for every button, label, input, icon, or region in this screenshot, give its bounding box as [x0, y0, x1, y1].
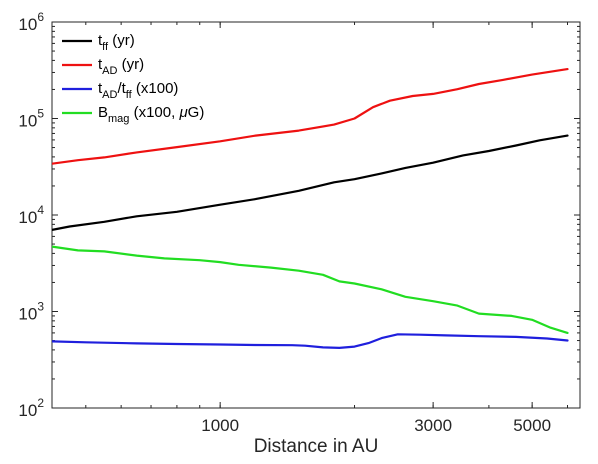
series-line-t_AD — [52, 67, 569, 165]
y-tick-label: 105 — [18, 107, 44, 131]
legend-text-part: AD — [102, 65, 117, 77]
legend-text-part: ff — [126, 89, 133, 101]
y-tick-base: 10 — [18, 208, 37, 227]
y-tick-base: 10 — [18, 305, 37, 324]
legend-text-part: (yr) — [117, 56, 144, 73]
x-tick-label: 5000 — [513, 416, 551, 435]
legend-text-part: mag — [108, 113, 129, 125]
series-line-B_mag — [52, 245, 569, 334]
y-tick-label: 103 — [18, 300, 44, 324]
y-tick-exponent: 6 — [37, 10, 44, 24]
series-line-t_ff — [52, 134, 569, 231]
legend-text-part: AD — [102, 89, 117, 101]
legend-label-t_AD_over_t_ff: tAD/tff (x100) — [98, 80, 178, 101]
legend-text-part: (x100) — [132, 80, 179, 97]
legend-text-part: (x100, — [129, 104, 179, 121]
legend-label-t_ff: tff (yr) — [98, 32, 135, 53]
legend-text-part: t — [98, 32, 103, 49]
legend-text-part: μ — [178, 104, 187, 121]
x-axis-label: Distance in AU — [254, 436, 379, 457]
y-tick-base: 10 — [18, 15, 37, 34]
x-tick-label: 3000 — [414, 416, 452, 435]
legend-text-part: /t — [117, 80, 126, 97]
y-tick-exponent: 5 — [37, 107, 44, 121]
legend-label-B_mag: Bmag (x100, μG) — [98, 104, 204, 125]
y-tick-label: 102 — [18, 396, 44, 420]
x-tick-label: 1000 — [201, 416, 239, 435]
y-tick-label: 104 — [18, 203, 44, 227]
y-tick-exponent: 4 — [37, 203, 44, 217]
legend-text-part: (yr) — [108, 32, 135, 49]
legend-text-part: t — [98, 56, 103, 73]
y-tick-exponent: 2 — [37, 396, 44, 410]
y-tick-base: 10 — [18, 112, 37, 131]
legend-text-part: G) — [188, 104, 205, 121]
y-tick-label: 106 — [18, 10, 44, 34]
legend-text-part: t — [98, 80, 103, 97]
series-line-t_AD_over_t_ff — [52, 333, 569, 349]
y-tick-exponent: 3 — [37, 300, 44, 314]
y-tick-base: 10 — [18, 401, 37, 420]
legend-text-part: ff — [102, 41, 109, 53]
legend-text-part: B — [98, 104, 108, 121]
legend-label-t_AD: tAD (yr) — [98, 56, 144, 77]
